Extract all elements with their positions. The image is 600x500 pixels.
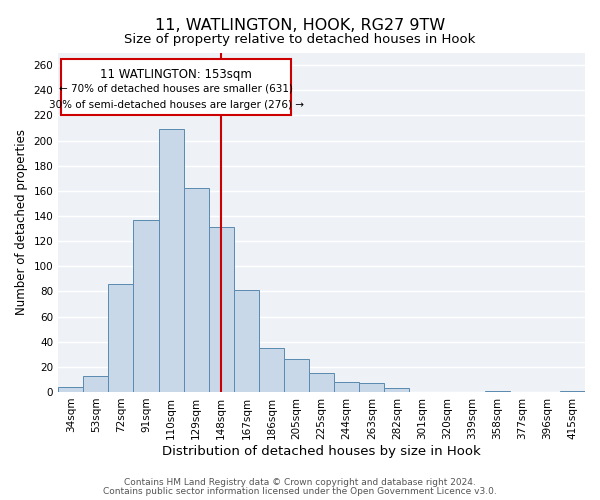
Bar [234, 290, 259, 392]
Text: 11, WATLINGTON, HOOK, RG27 9TW: 11, WATLINGTON, HOOK, RG27 9TW [155, 18, 445, 32]
Y-axis label: Number of detached properties: Number of detached properties [15, 129, 28, 315]
Text: Size of property relative to detached houses in Hook: Size of property relative to detached ho… [124, 32, 476, 46]
Bar [158, 129, 184, 392]
Bar [359, 383, 385, 392]
Bar [61, 59, 292, 116]
Bar [284, 360, 309, 392]
Text: ← 70% of detached houses are smaller (631): ← 70% of detached houses are smaller (63… [59, 84, 293, 94]
Bar [83, 376, 109, 392]
Bar [334, 382, 359, 392]
Bar [58, 387, 83, 392]
Text: Contains public sector information licensed under the Open Government Licence v3: Contains public sector information licen… [103, 487, 497, 496]
Bar [385, 388, 409, 392]
Bar [209, 228, 234, 392]
Text: 30% of semi-detached houses are larger (276) →: 30% of semi-detached houses are larger (… [49, 100, 304, 110]
Bar [259, 348, 284, 392]
Bar [560, 390, 585, 392]
Bar [184, 188, 209, 392]
Text: Contains HM Land Registry data © Crown copyright and database right 2024.: Contains HM Land Registry data © Crown c… [124, 478, 476, 487]
Bar [109, 284, 133, 392]
Text: 11 WATLINGTON: 153sqm: 11 WATLINGTON: 153sqm [100, 68, 252, 80]
X-axis label: Distribution of detached houses by size in Hook: Distribution of detached houses by size … [162, 444, 481, 458]
Bar [309, 373, 334, 392]
Bar [133, 220, 158, 392]
Bar [485, 390, 510, 392]
